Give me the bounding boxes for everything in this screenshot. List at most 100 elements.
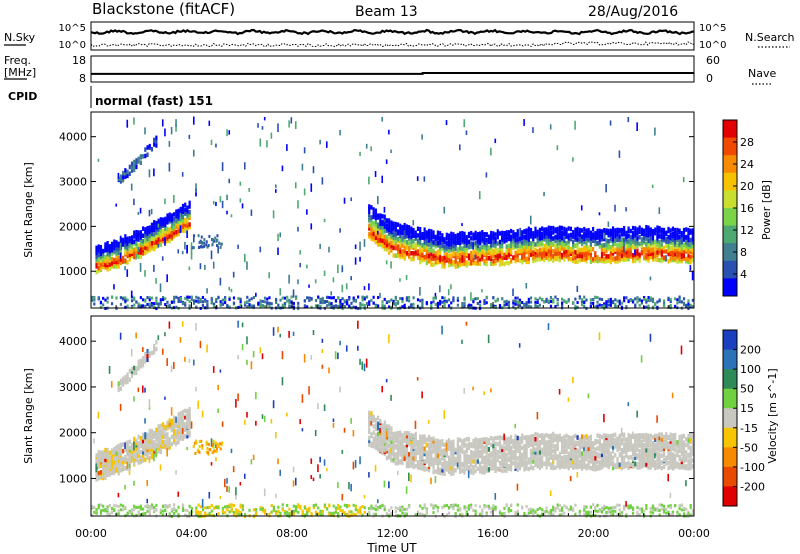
ground-scatter-cell xyxy=(467,507,471,511)
ground-scatter-cell xyxy=(359,301,362,305)
echo-cell xyxy=(656,225,659,230)
ground-scatter-cell xyxy=(321,510,324,514)
echo-cell xyxy=(580,253,584,259)
echo-cell xyxy=(148,245,151,251)
echo-cell xyxy=(148,143,151,149)
echo-cell xyxy=(427,258,431,264)
echo-cell xyxy=(186,421,189,427)
echo-cell xyxy=(425,459,428,464)
echo-cell xyxy=(478,444,482,449)
echo-cell xyxy=(556,244,559,249)
echo-cell xyxy=(175,221,178,226)
echo-cell xyxy=(623,241,626,247)
ground-scatter-cell xyxy=(259,302,262,306)
echo-cell xyxy=(609,255,612,260)
noise-cell xyxy=(427,419,430,424)
noise-cell xyxy=(494,138,497,144)
ground-scatter-cell xyxy=(421,305,424,309)
noise-cell xyxy=(186,446,188,451)
echo-cell xyxy=(545,234,548,240)
echo-cell xyxy=(141,432,145,438)
noise-cell xyxy=(141,347,144,353)
echo-cell xyxy=(463,251,466,257)
ground-scatter-cell xyxy=(181,506,185,510)
noise-cell xyxy=(363,495,366,499)
ground-scatter-cell xyxy=(594,305,597,309)
echo-cell xyxy=(399,430,402,435)
echo-cell xyxy=(691,236,694,242)
ground-scatter-cell xyxy=(350,513,353,517)
ground-scatter-cell xyxy=(454,512,457,516)
ground-scatter-cell xyxy=(405,507,409,511)
echo-cell xyxy=(130,446,134,452)
echo-cell xyxy=(485,452,488,457)
echo-cell xyxy=(106,255,109,261)
noise-cell xyxy=(388,334,390,344)
echo-cell xyxy=(465,461,468,467)
echo-cell xyxy=(441,461,444,467)
ground-scatter-cell xyxy=(102,303,105,307)
echo-cell xyxy=(467,261,471,266)
echo-cell xyxy=(572,253,575,259)
echo-cell xyxy=(691,257,694,263)
echo-cell xyxy=(144,457,147,463)
echo-cell xyxy=(676,259,679,264)
ground-scatter-cell xyxy=(405,296,409,300)
echo-cell xyxy=(95,453,98,458)
ground-scatter-cell xyxy=(631,300,635,304)
echo-cell xyxy=(609,247,612,252)
echo-cell xyxy=(443,248,446,253)
echo-cell xyxy=(527,233,530,238)
ground-scatter-cell xyxy=(319,297,322,301)
ground-scatter-cell xyxy=(219,300,222,304)
noise-cell xyxy=(186,230,188,238)
echo-cell xyxy=(439,447,442,453)
echo-cell xyxy=(629,254,632,259)
echo-cell xyxy=(153,243,156,249)
echo-cell xyxy=(547,225,550,231)
noise-cell xyxy=(512,288,514,297)
echo-cell xyxy=(658,257,661,263)
echo-cell xyxy=(649,235,652,241)
noise-cell xyxy=(294,477,297,486)
noise-cell xyxy=(292,289,295,298)
echo-cell xyxy=(443,457,446,463)
echo-cell xyxy=(671,255,675,260)
echo-cell xyxy=(432,234,435,239)
ground-scatter-cell xyxy=(104,508,107,512)
noise-cell xyxy=(447,289,450,296)
noise-cell xyxy=(472,241,474,250)
echo-cell xyxy=(441,235,444,241)
ground-scatter-cell xyxy=(354,505,358,509)
echo-cell xyxy=(141,359,145,364)
echo-cell xyxy=(216,238,219,242)
echo-cell xyxy=(421,460,424,466)
echo-cell xyxy=(139,435,142,441)
ground-scatter-cell xyxy=(173,511,176,515)
echo-cell xyxy=(374,235,377,240)
noise-cell xyxy=(177,249,180,254)
power-ytick-label: 4000 xyxy=(59,131,87,144)
echo-cell xyxy=(159,428,162,433)
noise-cell xyxy=(133,480,135,486)
echo-cell xyxy=(153,449,156,455)
echo-cell xyxy=(609,251,612,256)
echo-cell xyxy=(490,435,493,441)
ground-scatter-cell xyxy=(299,506,302,510)
echo-cell xyxy=(181,214,185,220)
ground-scatter-cell xyxy=(221,510,224,514)
echo-cell xyxy=(576,259,579,264)
echo-cell xyxy=(390,234,393,239)
ground-scatter-cell xyxy=(166,504,169,508)
echo-cell xyxy=(443,442,446,448)
echo-cell xyxy=(374,227,377,232)
echo-cell xyxy=(647,225,650,231)
echo-cell xyxy=(578,239,581,244)
echo-cell xyxy=(671,233,675,239)
echo-cell xyxy=(175,209,178,214)
velocity-echo-field xyxy=(91,320,694,519)
echo-cell xyxy=(629,249,632,254)
ground-scatter-cell xyxy=(317,512,320,516)
echo-cell xyxy=(388,451,391,456)
ground-scatter-cell xyxy=(239,503,242,507)
